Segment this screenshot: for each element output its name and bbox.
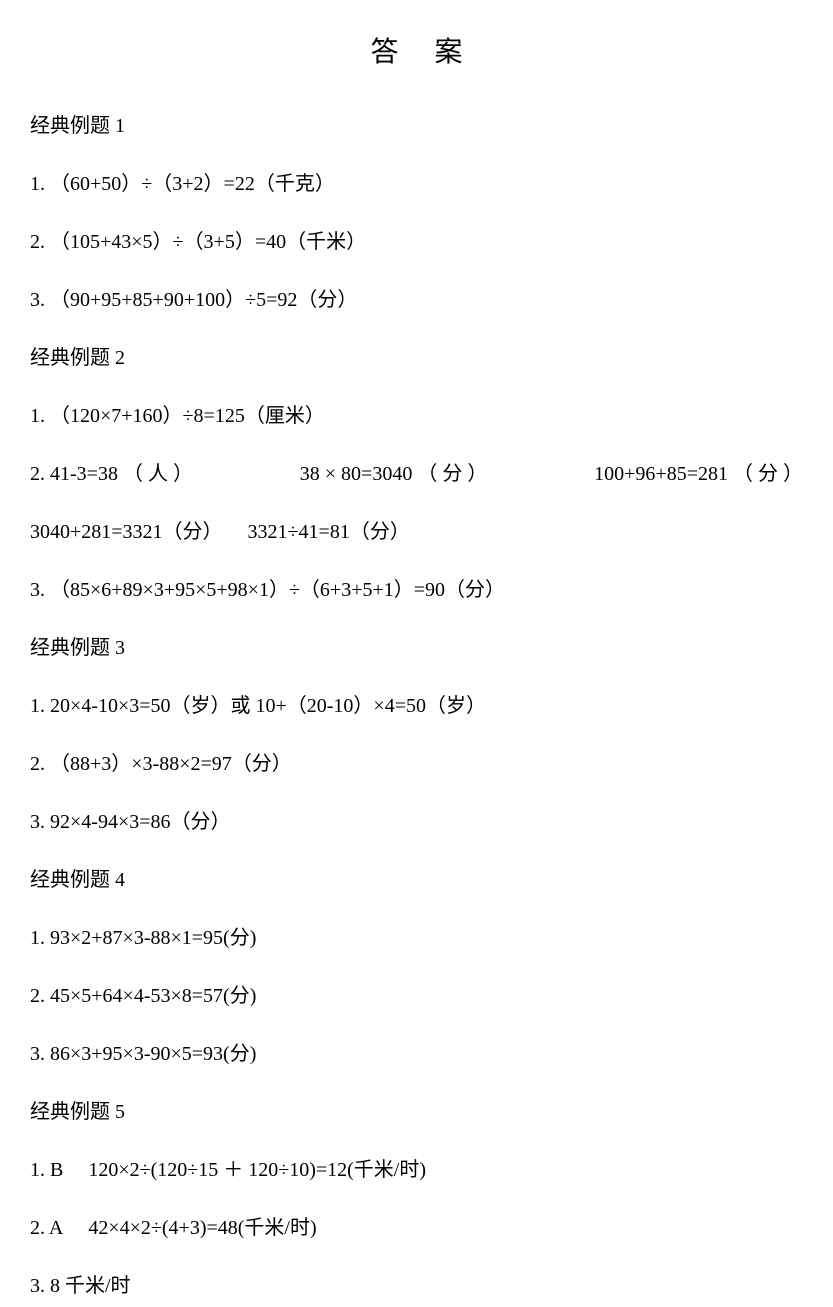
answer-segment: 38 × 80=3040 （ 分 ）	[300, 458, 488, 490]
answer-line: 3. 92×4-94×3=86（分）	[30, 806, 803, 838]
section-header: 经典例题 1	[30, 110, 803, 142]
section-header: 经典例题 5	[30, 1096, 803, 1128]
answer-line: 3. （90+95+85+90+100）÷5=92（分）	[30, 284, 803, 316]
answer-line: 2. A 42×4×2÷(4+3)=48(千米/时)	[30, 1212, 803, 1244]
answer-line: 1. （60+50）÷（3+2）=22（千克）	[30, 168, 803, 200]
answer-line: 3. 86×3+95×3-90×5=93(分)	[30, 1038, 803, 1070]
answer-line: 3. 8 千米/时	[30, 1270, 803, 1302]
answer-line: 3. （85×6+89×3+95×5+98×1）÷（6+3+5+1）=90（分）	[30, 574, 803, 606]
section-header: 经典例题 3	[30, 632, 803, 664]
answer-segment: 2. 41-3=38 （ 人 ）	[30, 458, 193, 490]
section-header: 经典例题 4	[30, 864, 803, 896]
answer-line: 1. 20×4-10×3=50（岁）或 10+（20-10）×4=50（岁）	[30, 690, 803, 722]
answer-line: 2. （88+3）×3-88×2=97（分）	[30, 748, 803, 780]
answer-segment: 100+96+85=281 （ 分 ）	[594, 458, 803, 490]
answer-line: 1. B 120×2÷(120÷15 ＋ 120÷10)=12(千米/时)	[30, 1154, 803, 1186]
answer-line: 2. 45×5+64×4-53×8=57(分)	[30, 980, 803, 1012]
page-title: 答案	[30, 30, 803, 70]
answer-line: 1. 93×2+87×3-88×1=95(分)	[30, 922, 803, 954]
content-area: 经典例题 1 1. （60+50）÷（3+2）=22（千克） 2. （105+43×…	[30, 110, 803, 1302]
section-header: 经典例题 2	[30, 342, 803, 374]
answer-line: 2. 41-3=38 （ 人 ） 38 × 80=3040 （ 分 ） 100+96…	[30, 458, 803, 490]
answer-line: 2. （105+43×5）÷（3+5）=40（千米）	[30, 226, 803, 258]
answer-line-continuation: 3040+281=3321（分） 3321÷41=81（分）	[30, 516, 803, 548]
answer-line: 1. （120×7+160）÷8=125（厘米）	[30, 400, 803, 432]
